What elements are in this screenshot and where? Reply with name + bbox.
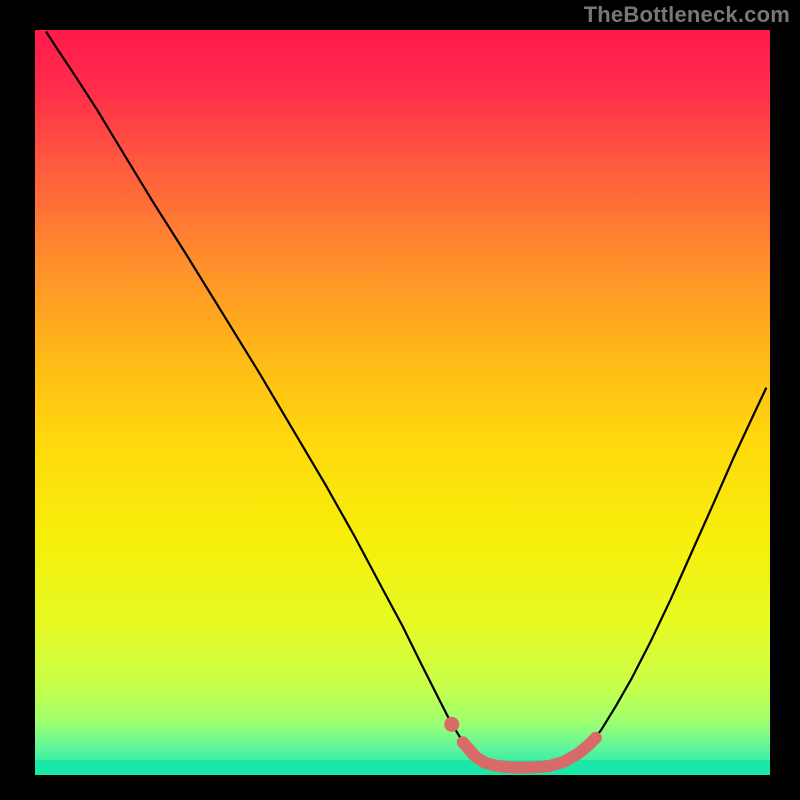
highlight-dot (444, 717, 459, 732)
curve-layer (35, 30, 770, 775)
bottleneck-curve (46, 31, 766, 767)
highlight-stroke (463, 738, 596, 768)
chart-stage: TheBottleneck.com (0, 0, 800, 800)
plot-area (35, 30, 770, 775)
watermark-text: TheBottleneck.com (584, 2, 790, 28)
